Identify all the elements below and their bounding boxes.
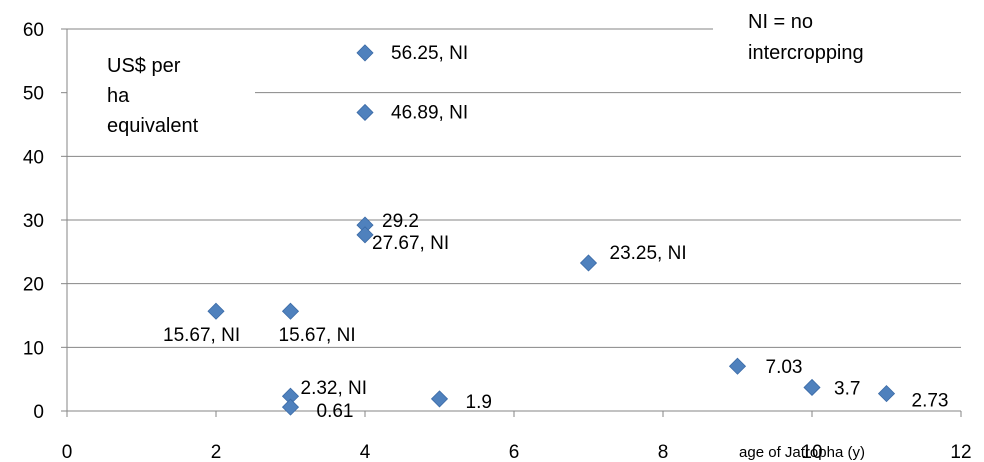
y-annotation-line-0: US$ per	[107, 55, 181, 77]
y-annotation-line-1: ha	[107, 85, 130, 107]
data-point-4	[356, 44, 374, 62]
y-tick-50: 50	[23, 84, 44, 105]
data-point-12	[877, 385, 896, 403]
data-point-10	[728, 357, 747, 375]
x-tick-10: 10	[801, 442, 822, 462]
annotations: age of Jatropha (y) US$ per ha equivalent NI…	[107, 11, 865, 461]
y-tick-10: 10	[23, 338, 44, 359]
data-label-8: 1.9	[466, 392, 492, 413]
x-tick-12: 12	[950, 442, 971, 462]
x-tick-6: 6	[509, 442, 520, 462]
x-tick-2: 2	[211, 442, 222, 462]
data-label-7: 27.67, NI	[372, 233, 449, 254]
data-label-12: 2.73	[912, 391, 949, 412]
data-label-0: 15.67, NI	[163, 325, 240, 346]
x-tick-8: 8	[658, 442, 669, 462]
data-label-4: 56.25, NI	[391, 43, 468, 64]
legend-note-line-0: NI = no	[748, 11, 813, 33]
data-point-8	[430, 390, 449, 408]
data-point-5	[356, 103, 374, 122]
y-tick-60: 60	[23, 20, 44, 41]
axes	[61, 28, 962, 417]
data-point-0	[207, 302, 225, 320]
data-label-11: 3.7	[834, 378, 860, 399]
x-tick-4: 4	[360, 442, 371, 462]
y-tick-20: 20	[23, 275, 44, 296]
data-label-10: 7.03	[766, 357, 803, 378]
gridlines	[67, 28, 961, 348]
x-tick-labels: 0 2 4 6 8 10 12	[62, 442, 972, 462]
data-label-1: 15.67, NI	[279, 325, 356, 346]
y-tick-40: 40	[23, 147, 44, 168]
y-tick-labels: 0 10 20 30 40 50 60	[23, 20, 44, 423]
legend-note-line-1: intercropping	[748, 42, 864, 64]
data-point-3	[281, 398, 300, 416]
data-labels: 15.67, NI 15.67, NI 2.32, NI0.61 56.25, NI 4…	[163, 43, 948, 422]
data-label-2: 2.32, NI	[301, 378, 368, 399]
data-point-1	[281, 302, 300, 320]
data-point-9	[579, 254, 598, 272]
data-label-3: 0.61	[317, 401, 354, 422]
y-tick-0: 0	[33, 402, 44, 423]
x-axis-title: age of Jatropha (y)	[739, 444, 865, 461]
data-points	[207, 44, 896, 416]
x-tick-0: 0	[62, 442, 73, 462]
data-point-11	[803, 378, 821, 397]
y-annotation-line-2: equivalent	[107, 115, 199, 137]
data-label-6: 29.2	[382, 211, 419, 232]
y-tick-30: 30	[23, 211, 44, 232]
data-label-5: 46.89, NI	[391, 102, 468, 123]
data-label-9: 23.25, NI	[610, 243, 687, 264]
data-point-7	[356, 226, 374, 244]
